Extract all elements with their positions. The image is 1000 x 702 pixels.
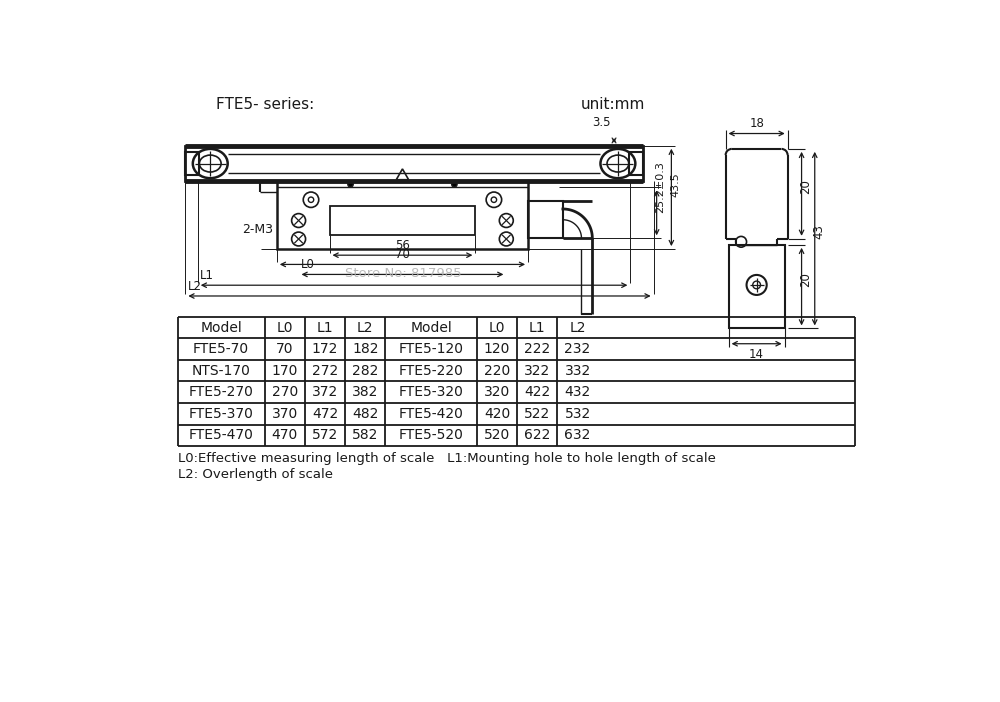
Text: 222: 222 — [524, 342, 550, 356]
Text: FTE5-220: FTE5-220 — [399, 364, 464, 378]
Text: 322: 322 — [524, 364, 550, 378]
Text: 432: 432 — [564, 385, 591, 399]
Text: NTS-170: NTS-170 — [192, 364, 251, 378]
Text: 20: 20 — [799, 179, 812, 194]
Text: 14: 14 — [749, 347, 764, 361]
Text: 43.5: 43.5 — [670, 173, 680, 197]
Text: FTE5-270: FTE5-270 — [189, 385, 254, 399]
Text: 20: 20 — [799, 272, 812, 286]
Bar — [330, 206, 475, 235]
Text: 482: 482 — [352, 406, 378, 420]
Text: L1: L1 — [317, 321, 333, 335]
Text: L0: L0 — [489, 321, 505, 335]
Circle shape — [348, 182, 353, 187]
Bar — [528, 201, 563, 238]
Text: 472: 472 — [312, 406, 338, 420]
Text: 56: 56 — [395, 239, 410, 252]
Bar — [185, 146, 643, 181]
Text: L0:Effective measuring length of scale   L1:Mounting hole to hole length of scal: L0:Effective measuring length of scale L… — [178, 452, 716, 465]
Text: 520: 520 — [484, 428, 510, 442]
Text: 170: 170 — [271, 364, 298, 378]
Text: 220: 220 — [484, 364, 510, 378]
Text: L2: Overlength of scale: L2: Overlength of scale — [178, 468, 333, 481]
Text: Model: Model — [410, 321, 452, 335]
Text: 422: 422 — [524, 385, 550, 399]
Text: 2-M3: 2-M3 — [242, 223, 273, 237]
Text: 370: 370 — [272, 406, 298, 420]
Text: FTE5-70: FTE5-70 — [193, 342, 249, 356]
Text: L2: L2 — [569, 321, 586, 335]
Text: L1: L1 — [529, 321, 546, 335]
Text: 172: 172 — [312, 342, 338, 356]
Text: FTE5-470: FTE5-470 — [189, 428, 254, 442]
Text: 372: 372 — [312, 385, 338, 399]
Text: 382: 382 — [352, 385, 378, 399]
Text: 272: 272 — [312, 364, 338, 378]
Bar — [729, 245, 785, 329]
Circle shape — [452, 182, 457, 187]
Text: unit:mm: unit:mm — [581, 98, 645, 112]
Text: 18: 18 — [749, 117, 764, 130]
Text: 3.5: 3.5 — [592, 116, 611, 129]
Text: L2: L2 — [188, 280, 202, 293]
Text: 70: 70 — [395, 249, 410, 261]
Text: 25.2±0.3: 25.2±0.3 — [656, 161, 666, 213]
Text: 320: 320 — [484, 385, 510, 399]
Text: 120: 120 — [484, 342, 510, 356]
Text: 582: 582 — [352, 428, 378, 442]
Text: 470: 470 — [272, 428, 298, 442]
Text: FTE5-320: FTE5-320 — [399, 385, 464, 399]
Text: 532: 532 — [564, 406, 591, 420]
Bar — [629, 152, 643, 175]
Text: FTE5-520: FTE5-520 — [399, 428, 464, 442]
Text: 622: 622 — [524, 428, 550, 442]
Bar — [185, 152, 199, 175]
Text: 43: 43 — [812, 224, 825, 239]
Text: Model: Model — [200, 321, 242, 335]
Text: 420: 420 — [484, 406, 510, 420]
Text: 282: 282 — [352, 364, 378, 378]
Text: 632: 632 — [564, 428, 591, 442]
Text: 572: 572 — [312, 428, 338, 442]
Text: 270: 270 — [272, 385, 298, 399]
Text: 70: 70 — [276, 342, 293, 356]
Text: L0: L0 — [301, 258, 315, 272]
Text: FTE5-120: FTE5-120 — [399, 342, 464, 356]
Text: 522: 522 — [524, 406, 550, 420]
Text: FTE5-370: FTE5-370 — [189, 406, 254, 420]
Text: 332: 332 — [564, 364, 591, 378]
Text: L2: L2 — [357, 321, 374, 335]
Text: FTE5- series:: FTE5- series: — [216, 98, 315, 112]
Bar — [277, 181, 528, 249]
Text: 182: 182 — [352, 342, 378, 356]
Text: Store No: 817985: Store No: 817985 — [345, 267, 462, 280]
Text: 232: 232 — [564, 342, 591, 356]
Text: L1: L1 — [200, 269, 214, 282]
Text: FTE5-420: FTE5-420 — [399, 406, 464, 420]
Text: L0: L0 — [276, 321, 293, 335]
